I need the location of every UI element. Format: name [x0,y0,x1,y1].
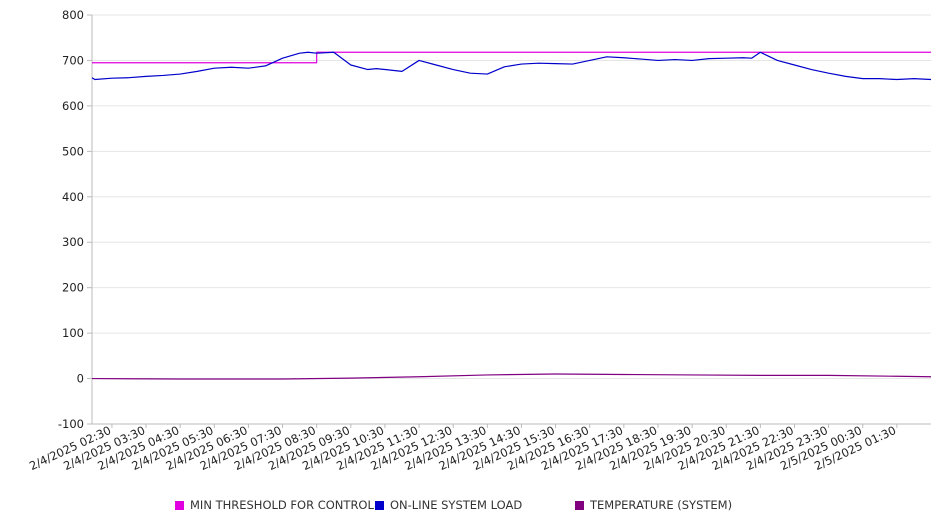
series-line-1 [91,51,932,81]
y-tick-label: 700 [62,53,84,67]
series-line-0 [92,51,931,64]
legend-label-temperature: TEMPERATURE (SYSTEM) [590,498,733,512]
gridlines [92,14,931,425]
legend: MIN THRESHOLD FOR CONTROL ON-LINE SYSTEM… [0,498,946,516]
y-tick-label: 0 [77,372,84,386]
legend-label-system-load: ON-LINE SYSTEM LOAD [390,498,523,512]
legend-swatch-temperature [575,500,584,510]
y-tick-label: 800 [62,8,84,22]
y-tick-label: -100 [58,417,84,431]
y-tick-label: 500 [62,144,84,158]
y-tick-label: 100 [62,326,84,340]
legend-item-temperature[interactable]: TEMPERATURE (SYSTEM) [575,498,732,512]
series-line-2 [91,373,932,380]
legend-swatch-system-load [375,500,384,510]
y-tick-label: 300 [62,235,84,249]
legend-item-threshold[interactable]: MIN THRESHOLD FOR CONTROL [175,498,374,512]
legend-swatch-threshold [175,500,184,510]
y-tick-label: 200 [62,281,84,295]
y-tick-label: 600 [62,99,84,113]
series-lines [91,51,932,380]
legend-label-threshold: MIN THRESHOLD FOR CONTROL [190,498,374,512]
legend-item-system-load[interactable]: ON-LINE SYSTEM LOAD [375,498,522,512]
y-tick-label: 400 [62,190,84,204]
